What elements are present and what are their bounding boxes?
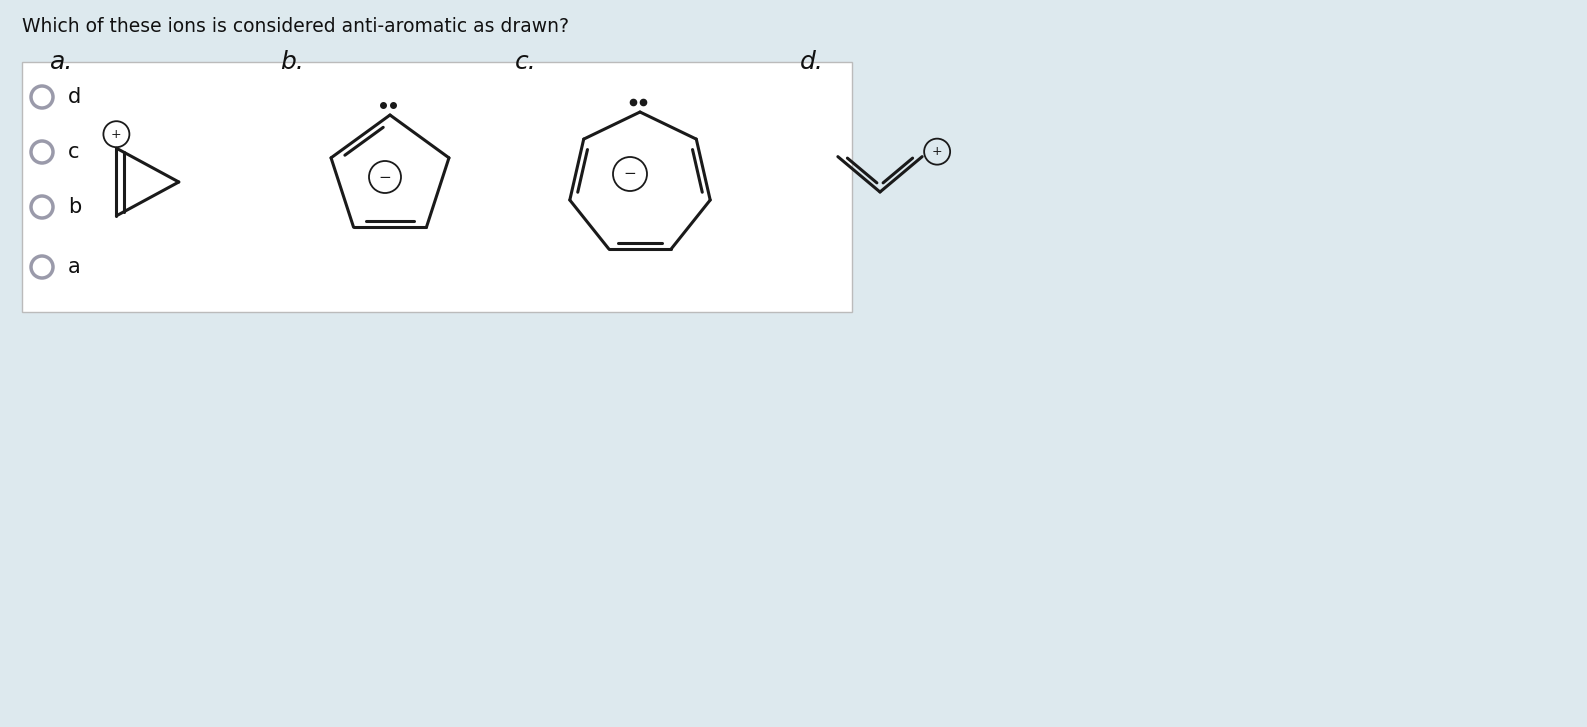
Text: d.: d. — [800, 50, 824, 74]
Text: −: − — [379, 169, 392, 185]
Text: c: c — [68, 142, 79, 162]
Text: a.: a. — [51, 50, 73, 74]
Text: c.: c. — [516, 50, 536, 74]
Circle shape — [32, 86, 52, 108]
Circle shape — [32, 141, 52, 163]
Text: +: + — [111, 128, 122, 141]
Text: b: b — [68, 197, 81, 217]
Text: a: a — [68, 257, 81, 277]
Circle shape — [32, 256, 52, 278]
Text: Which of these ions is considered anti-aromatic as drawn?: Which of these ions is considered anti-a… — [22, 17, 570, 36]
Text: −: − — [624, 166, 636, 182]
Bar — [22, 62, 852, 312]
Text: d: d — [68, 87, 81, 107]
Text: b.: b. — [279, 50, 303, 74]
Text: +: + — [932, 145, 943, 158]
Circle shape — [32, 196, 52, 218]
